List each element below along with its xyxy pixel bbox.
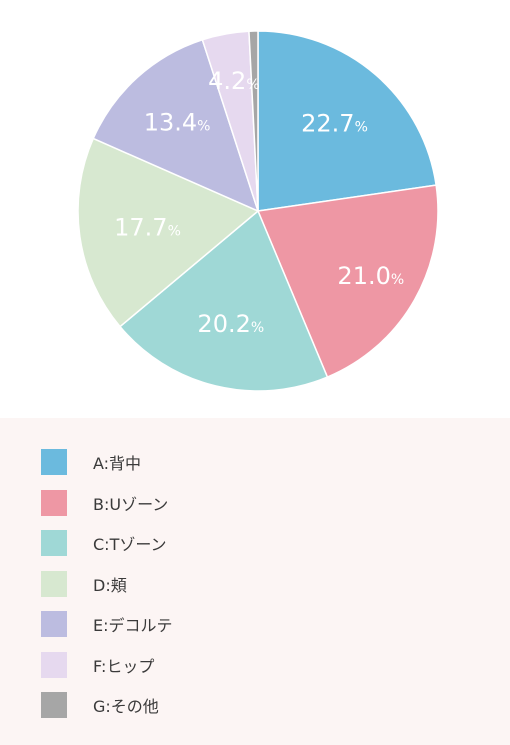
pie-slice-e-decollete xyxy=(92,38,260,213)
legend-item-g-other: G:その他 xyxy=(41,692,159,718)
legend-label: A:背中 xyxy=(93,454,142,473)
legend-label: F:ヒップ xyxy=(93,656,155,676)
legend-item-c-t-zone: C:Tゾーン xyxy=(41,530,167,556)
pie-chart: 22.7% 21.0% 20.2% 17.7% 13.4% 4.2% 0.8% xyxy=(77,1,439,392)
pie-slice-a-back xyxy=(257,30,437,212)
legend-item-a-back: A:背中 xyxy=(41,449,141,475)
pie-label-b-u-zone: 21.0% xyxy=(337,262,404,290)
legend-swatch xyxy=(41,611,67,637)
pie-slice-b-u-zone xyxy=(256,184,439,379)
pie-chart-svg: 22.7% 21.0% 20.2% 17.7% 13.4% 4.2% 0.8% xyxy=(77,1,439,392)
legend-label: B:Uゾーン xyxy=(93,494,169,514)
legend-item-f-hip: F:ヒップ xyxy=(41,651,155,678)
legend-swatch xyxy=(41,530,67,556)
legend-item-e-decollete: E:デコルテ xyxy=(41,611,173,637)
legend-label: D:頬 xyxy=(93,575,127,595)
legend-swatch xyxy=(41,570,67,597)
legend-swatch xyxy=(41,692,67,718)
pie-label-c-t-zone: 20.2% xyxy=(197,310,264,338)
pie-slice-g-other xyxy=(248,30,259,212)
pie-slice-c-t-zone xyxy=(118,209,329,392)
legend-label: E:デコルテ xyxy=(93,616,173,635)
pie-slice-d-cheek xyxy=(77,137,260,328)
pie-label-g-other: 0.8% xyxy=(233,1,284,29)
pie-label-e-decollete: 13.4% xyxy=(144,109,211,137)
legend-label: C:Tゾーン xyxy=(93,535,167,554)
legend-item-b-u-zone: B:Uゾーン xyxy=(41,489,169,516)
pie-label-f-hip: 4.2% xyxy=(208,67,259,95)
chart-legend: A:背中 B:Uゾーン C:Tゾーン D:頬 E:デコルテ F:ヒップ G:その他 xyxy=(0,418,510,745)
legend-swatch xyxy=(41,449,67,475)
legend-item-d-cheek: D:頬 xyxy=(41,570,127,597)
legend-swatch xyxy=(41,651,67,678)
legend-label: G:その他 xyxy=(93,697,159,716)
legend-swatch xyxy=(41,489,67,516)
pie-label-d-cheek: 17.7% xyxy=(114,214,181,242)
pie-label-a-back: 22.7% xyxy=(301,110,368,138)
